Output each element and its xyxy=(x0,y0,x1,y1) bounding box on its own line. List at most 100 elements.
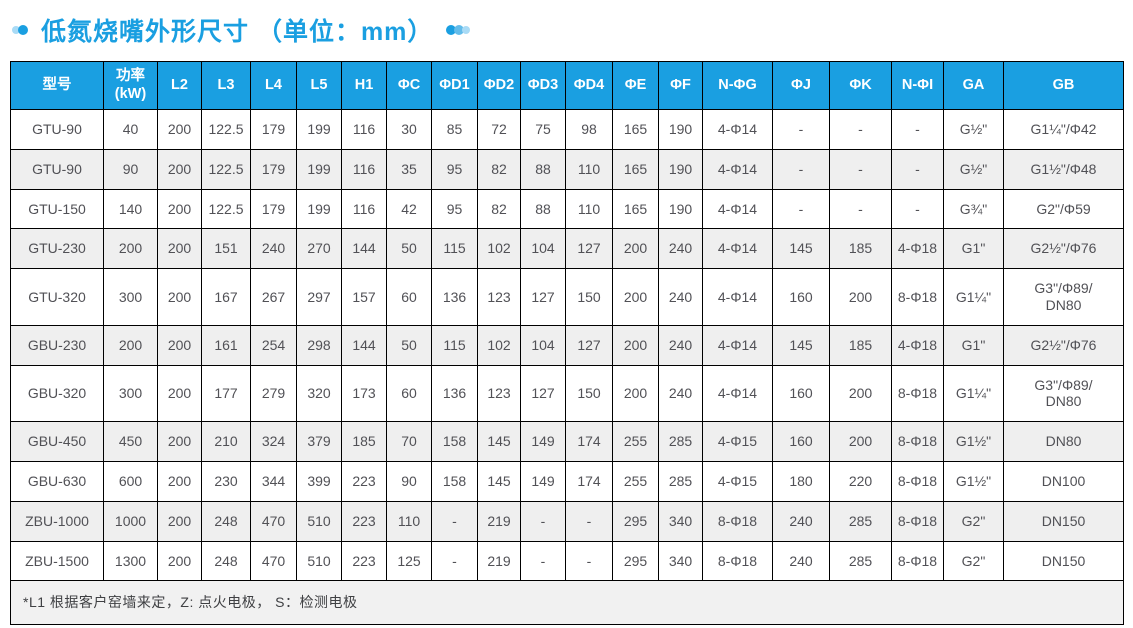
table-cell: G¾" xyxy=(943,188,1004,230)
table-cell: 240 xyxy=(658,364,703,423)
table-cell: 200 xyxy=(157,500,202,542)
table-cell: 285 xyxy=(829,540,892,582)
table-cell: 200 xyxy=(157,188,202,230)
table-cell: 199 xyxy=(296,188,342,230)
column-header: ΦE xyxy=(612,61,659,110)
table-cell: 4-Φ14 xyxy=(702,109,773,150)
table-cell: 200 xyxy=(157,421,202,462)
table-cell: 30 xyxy=(386,109,432,150)
table-cell: - xyxy=(891,148,944,190)
table-cell: 88 xyxy=(520,148,566,190)
table-cell: 600 xyxy=(103,460,158,502)
table-cell: 165 xyxy=(612,148,659,190)
table-row: GBU-320 300 200 177 279 320 173 60 136 123 127 150 2… xyxy=(10,364,1124,423)
table-cell: 8-Φ18 xyxy=(891,500,944,542)
table-cell: 116 xyxy=(341,148,387,190)
table-cell: 151 xyxy=(201,228,251,270)
column-header: ΦD4 xyxy=(565,61,613,110)
table-cell: 267 xyxy=(250,268,297,326)
table-cell: 174 xyxy=(565,421,613,462)
table-cell: 200 xyxy=(157,460,202,502)
model-cell: ZBU-1500 xyxy=(10,540,104,582)
table-cell: 270 xyxy=(296,228,342,270)
table-cell: 85 xyxy=(431,109,478,150)
column-header: ΦD1 xyxy=(431,61,478,110)
column-header: 功率 (kW) xyxy=(103,61,158,110)
table-cell: 199 xyxy=(296,148,342,190)
dot-icon xyxy=(462,26,471,34)
table-cell: 136 xyxy=(431,268,478,326)
table-cell: 123 xyxy=(477,268,521,326)
table-cell: 200 xyxy=(612,364,659,423)
table-cell: 8-Φ18 xyxy=(702,500,773,542)
table-cell: 200 xyxy=(157,268,202,326)
table-cell: 4-Φ14 xyxy=(702,188,773,230)
table-row: GTU-150 140 200 122.5 179 199 116 42 95 82 88 110 16… xyxy=(10,188,1124,230)
table-cell: 140 xyxy=(103,188,158,230)
model-cell: GTU-90 xyxy=(10,109,104,150)
column-header: ΦJ xyxy=(772,61,830,110)
table-cell: 167 xyxy=(201,268,251,326)
column-header: ΦD3 xyxy=(520,61,566,110)
table-cell: 297 xyxy=(296,268,342,326)
table-cell: 145 xyxy=(477,421,521,462)
table-cell: 60 xyxy=(386,268,432,326)
dot-icon xyxy=(454,25,465,35)
table-cell: G1¼" xyxy=(943,364,1004,423)
table-cell: - xyxy=(520,500,566,542)
table-cell: 200 xyxy=(157,324,202,366)
table-cell: 127 xyxy=(520,364,566,423)
table-cell: - xyxy=(829,148,892,190)
table-row: GTU-320 300 200 167 267 297 157 60 136 123 127 150 2… xyxy=(10,268,1124,326)
table-cell: 35 xyxy=(386,148,432,190)
table-cell: 200 xyxy=(157,109,202,150)
table-row: GTU-230 200 200 151 240 270 144 50 115 102 104 127 2… xyxy=(10,228,1124,270)
table-cell: 60 xyxy=(386,364,432,423)
table-cell: 200 xyxy=(157,364,202,423)
table-cell: 324 xyxy=(250,421,297,462)
table-cell: 379 xyxy=(296,421,342,462)
dot-icon xyxy=(18,25,28,35)
table-cell: 450 xyxy=(103,421,158,462)
table-cell: 160 xyxy=(772,268,830,326)
table-cell: 200 xyxy=(103,324,158,366)
table-cell: 158 xyxy=(431,421,478,462)
table-cell: - xyxy=(891,188,944,230)
table-cell: 8-Φ18 xyxy=(891,268,944,326)
table-cell: 4-Φ18 xyxy=(891,324,944,366)
model-cell: GTU-90 xyxy=(10,148,104,190)
table-cell: 185 xyxy=(829,228,892,270)
table-cell: - xyxy=(565,500,613,542)
table-cell: G2½"/Φ76 xyxy=(1003,324,1124,366)
table-cell: 70 xyxy=(386,421,432,462)
table-cell: 8-Φ18 xyxy=(891,540,944,582)
column-header: GA xyxy=(943,61,1004,110)
table-cell: 248 xyxy=(201,540,251,582)
table-cell: 179 xyxy=(250,109,297,150)
table-cell: 174 xyxy=(565,460,613,502)
table-cell: 165 xyxy=(612,109,659,150)
table-cell: 255 xyxy=(612,421,659,462)
table-cell: G1½"/Φ48 xyxy=(1003,148,1124,190)
table-cell: 285 xyxy=(658,421,703,462)
model-cell: GBU-630 xyxy=(10,460,104,502)
table-cell: 102 xyxy=(477,324,521,366)
column-header: ΦF xyxy=(658,61,703,110)
column-header: ΦD2 xyxy=(477,61,521,110)
table-row: GTU-90 40 200 122.5 179 199 116 30 85 72 75 98 165 19… xyxy=(10,109,1124,150)
table-cell: 104 xyxy=(520,228,566,270)
table-cell: 88 xyxy=(520,188,566,230)
table-cell: 122.5 xyxy=(201,188,251,230)
table-cell: 125 xyxy=(386,540,432,582)
table-cell: DN150 xyxy=(1003,540,1124,582)
table-cell: 165 xyxy=(612,188,659,230)
table-cell: 8-Φ18 xyxy=(702,540,773,582)
table-cell: 300 xyxy=(103,268,158,326)
table-cell: 173 xyxy=(341,364,387,423)
table-cell: 223 xyxy=(341,460,387,502)
table-cell: G½" xyxy=(943,109,1004,150)
table-cell: 90 xyxy=(103,148,158,190)
table-cell: 160 xyxy=(772,421,830,462)
table-cell: - xyxy=(772,148,830,190)
